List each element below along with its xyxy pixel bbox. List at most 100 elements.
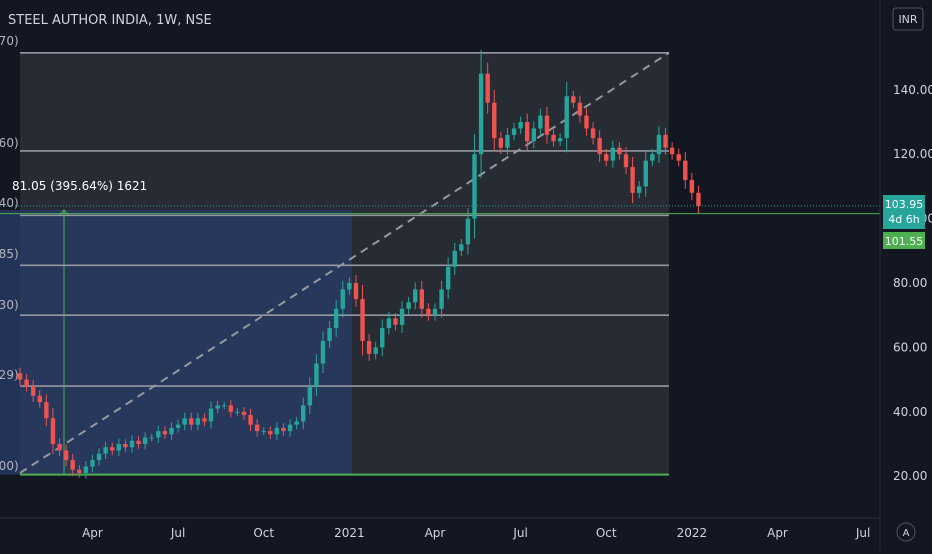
candle-body: [538, 115, 543, 129]
candle-body: [650, 154, 655, 161]
candle-body: [610, 147, 616, 161]
candle-body: [202, 418, 207, 422]
candle-body: [459, 244, 464, 251]
measure-label: 81.05 (395.64%) 1621: [12, 179, 147, 193]
candle-body: [103, 447, 108, 454]
candle-body: [182, 418, 187, 425]
candle-body: [498, 138, 504, 148]
fib-level-label: (60): [0, 136, 19, 150]
candle-body: [83, 466, 89, 473]
candle-body: [571, 96, 576, 103]
candle-body: [320, 340, 326, 364]
candle-body: [643, 160, 648, 187]
candle-body: [492, 102, 497, 139]
candle-body: [386, 318, 392, 329]
candle-body: [195, 418, 201, 425]
time-tick-label: Apr: [425, 526, 446, 540]
candle-body: [57, 444, 62, 451]
candle-body: [77, 469, 82, 473]
symbol-title: STEEL AUTHOR INDIA, 1W, NSE: [8, 13, 212, 28]
candle-body: [333, 308, 339, 329]
candle-body: [577, 102, 583, 116]
candle-body: [189, 418, 194, 425]
trendline: [19, 51, 670, 474]
candle-body: [544, 115, 550, 135]
candle-body: [472, 154, 477, 219]
candle-body: [274, 427, 280, 435]
candle-body: [96, 453, 102, 461]
candle-body: [149, 437, 154, 439]
candle-body: [505, 134, 510, 148]
candle-body: [445, 266, 451, 290]
fib-retracement-lines: [20, 51, 669, 476]
candle-body: [261, 431, 266, 433]
candle-body: [241, 411, 247, 416]
candle-body: [281, 427, 286, 432]
bar-countdown: 4d 6h: [888, 213, 919, 226]
candle-body: [617, 147, 622, 155]
last-price-value: 103.95: [885, 198, 924, 211]
currency-badge[interactable]: INR: [892, 7, 924, 31]
time-axis[interactable]: Apr Jul Oct 2021 Apr Jul Oct 2022 Apr Jul: [0, 517, 880, 540]
fib-level-label: (29): [0, 368, 19, 382]
measure-box: [0, 209, 352, 475]
candle-body: [215, 405, 220, 409]
candle-body: [630, 167, 635, 193]
candle-body: [531, 128, 536, 142]
price-level-lines: [0, 205, 880, 215]
candle-body: [636, 186, 642, 193]
candle-body: [518, 122, 523, 129]
time-tick-label: Jul: [170, 526, 185, 540]
candle-body: [221, 405, 227, 407]
candle-body: [24, 379, 29, 387]
time-tick-label: 2022: [677, 526, 708, 540]
candle-body: [689, 179, 695, 193]
price-tick-label: 140.00: [893, 83, 932, 97]
candle-body: [235, 411, 240, 413]
candle-body: [175, 424, 181, 428]
measure-tool: [0, 209, 352, 475]
candle-body: [129, 440, 135, 448]
price-tick-label: 60.00: [893, 340, 927, 354]
candle-body: [676, 154, 681, 161]
auto-scale-label: A: [903, 528, 910, 539]
auto-scale-button[interactable]: A: [896, 522, 916, 542]
candle-body: [142, 437, 148, 444]
last-price-tag: 103.95 4d 6h: [883, 195, 925, 229]
candle-body: [347, 283, 352, 290]
candle-body: [169, 427, 174, 435]
candle-body: [37, 395, 42, 403]
fib-level-label: (70): [0, 34, 19, 48]
candle-body: [63, 450, 69, 461]
time-tick-label: 2021: [334, 526, 365, 540]
candle-body: [478, 73, 484, 155]
candle-body: [156, 431, 161, 438]
candle-body: [327, 328, 332, 341]
price-tick-label: 80.00: [893, 276, 927, 290]
candle-body: [110, 447, 115, 451]
candle-body: [116, 444, 122, 451]
candle-body: [590, 128, 596, 139]
candle-body: [353, 283, 359, 300]
svg-text:INR: INR: [898, 13, 917, 26]
candle-body: [90, 460, 95, 467]
candle-body: [524, 122, 530, 142]
candle-body: [393, 318, 398, 325]
candle-body: [360, 299, 365, 341]
candle-body: [228, 405, 233, 412]
time-tick-label: Apr: [767, 526, 788, 540]
candle-body: [604, 154, 609, 161]
level-price-value: 101.55: [885, 235, 924, 248]
candle-body: [439, 289, 444, 309]
time-tick-label: Jul: [512, 526, 527, 540]
candle-body: [663, 134, 668, 148]
candle-body: [268, 431, 273, 435]
level-price-tag: 101.55: [883, 232, 925, 249]
candle-body: [452, 250, 457, 267]
candle-body: [432, 308, 438, 316]
time-tick-label: Oct: [253, 526, 274, 540]
price-tick-label: 40.00: [893, 405, 927, 419]
candle-body: [30, 386, 36, 396]
candle-body: [551, 134, 556, 142]
